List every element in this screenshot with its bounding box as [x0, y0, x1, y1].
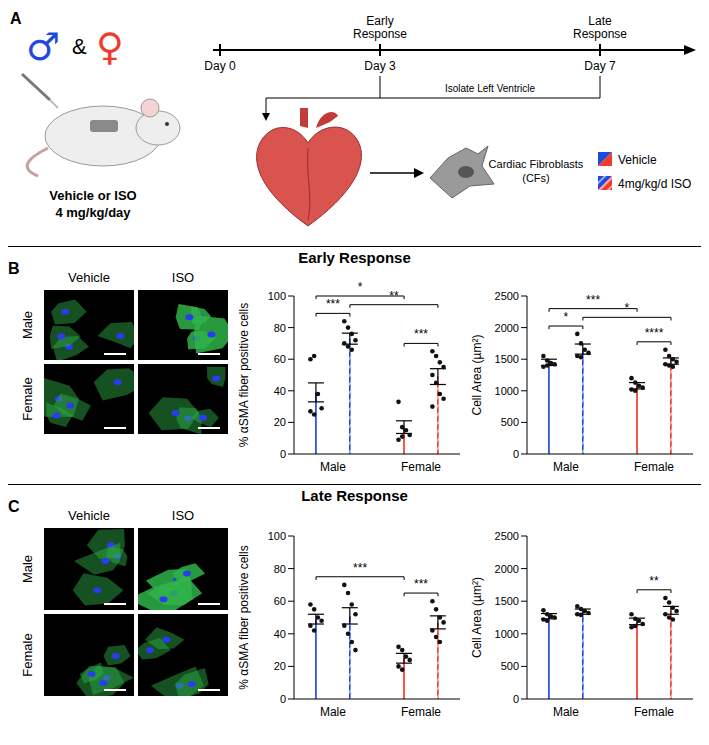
svg-text:Isolate Left Ventricle: Isolate Left Ventricle [445, 83, 535, 94]
html-text:C: C [8, 498, 20, 515]
svg-text:Male: Male [20, 555, 35, 583]
svg-text:***: *** [414, 327, 428, 341]
svg-text:Cell Area (µm²): Cell Area (µm²) [470, 577, 484, 658]
svg-text:0: 0 [513, 693, 519, 705]
svg-text:*: * [358, 280, 363, 294]
html-text:ISO: ISO [171, 508, 195, 523]
svg-text:A: A [10, 10, 22, 27]
svg-text:Female: Female [401, 705, 441, 719]
svg-text:Male: Male [553, 460, 579, 474]
svg-text:&: & [72, 34, 87, 59]
svg-text:2500: 2500 [495, 530, 519, 542]
html-text:B: B [8, 260, 20, 277]
svg-text:1500: 1500 [495, 595, 519, 607]
svg-text:0: 0 [513, 448, 519, 460]
svg-text:*: * [625, 301, 630, 315]
svg-text:Male: Male [320, 460, 346, 474]
svg-text:Response: Response [353, 27, 407, 41]
svg-text:% αSMA fiber positive cells: % αSMA fiber positive cells [237, 545, 251, 689]
svg-text:% αSMA fiber positive cells: % αSMA fiber positive cells [237, 303, 251, 447]
svg-text:Cardiac Fibroblasts: Cardiac Fibroblasts [489, 158, 584, 170]
svg-text:Male: Male [320, 705, 346, 719]
svg-text:**: ** [389, 289, 399, 303]
svg-text:Vehicle or ISO: Vehicle or ISO [49, 188, 136, 203]
svg-text:60: 60 [274, 353, 286, 365]
svg-text:Response: Response [573, 27, 627, 41]
svg-text:60: 60 [274, 595, 286, 607]
svg-text:*: * [564, 310, 569, 324]
svg-text:500: 500 [501, 660, 519, 672]
svg-text:Male: Male [20, 311, 35, 339]
html-text:ISO: ISO [171, 270, 195, 285]
svg-text:***: *** [414, 577, 428, 591]
html-text:Late Response: Late Response [301, 487, 408, 504]
svg-text:♂: ♂ [26, 25, 60, 69]
svg-text:4mg/kg/d ISO: 4mg/kg/d ISO [618, 177, 691, 191]
svg-text:***: *** [586, 293, 600, 307]
svg-text:4 mg/kg/day: 4 mg/kg/day [55, 205, 131, 220]
svg-text:Day 0: Day 0 [204, 59, 236, 73]
svg-text:Day 3: Day 3 [364, 59, 396, 73]
svg-text:100: 100 [268, 530, 286, 542]
svg-text:100: 100 [268, 290, 286, 302]
svg-text:(CFs): (CFs) [522, 172, 550, 184]
svg-text:Cell Area (µm²): Cell Area (µm²) [470, 335, 484, 416]
svg-text:2000: 2000 [495, 563, 519, 575]
svg-text:***: *** [353, 561, 367, 575]
svg-text:Late: Late [588, 14, 612, 28]
svg-text:Vehicle: Vehicle [618, 153, 657, 167]
svg-text:1500: 1500 [495, 353, 519, 365]
html-text:Vehicle: Vehicle [68, 270, 110, 285]
svg-text:Female: Female [20, 633, 35, 676]
svg-text:40: 40 [274, 628, 286, 640]
svg-text:Female: Female [401, 460, 441, 474]
svg-text:80: 80 [274, 322, 286, 334]
svg-text:Female: Female [634, 705, 674, 719]
svg-text:20: 20 [274, 416, 286, 428]
svg-text:2500: 2500 [495, 290, 519, 302]
svg-text:***: *** [326, 297, 340, 311]
svg-text:Early: Early [366, 14, 393, 28]
svg-text:Female: Female [20, 377, 35, 420]
svg-text:80: 80 [274, 563, 286, 575]
svg-text:Day 7: Day 7 [584, 59, 616, 73]
html-text:Vehicle: Vehicle [68, 508, 110, 523]
svg-text:0: 0 [280, 448, 286, 460]
svg-text:**: ** [649, 574, 659, 588]
svg-text:Male: Male [553, 705, 579, 719]
html-text:Early Response: Early Response [298, 249, 411, 266]
svg-text:1000: 1000 [495, 385, 519, 397]
svg-text:2000: 2000 [495, 322, 519, 334]
svg-text:♀: ♀ [96, 25, 124, 69]
svg-text:****: **** [645, 326, 664, 340]
svg-text:40: 40 [274, 385, 286, 397]
svg-text:20: 20 [274, 660, 286, 672]
svg-text:1000: 1000 [495, 628, 519, 640]
svg-text:500: 500 [501, 416, 519, 428]
svg-text:0: 0 [280, 693, 286, 705]
svg-text:Female: Female [634, 460, 674, 474]
